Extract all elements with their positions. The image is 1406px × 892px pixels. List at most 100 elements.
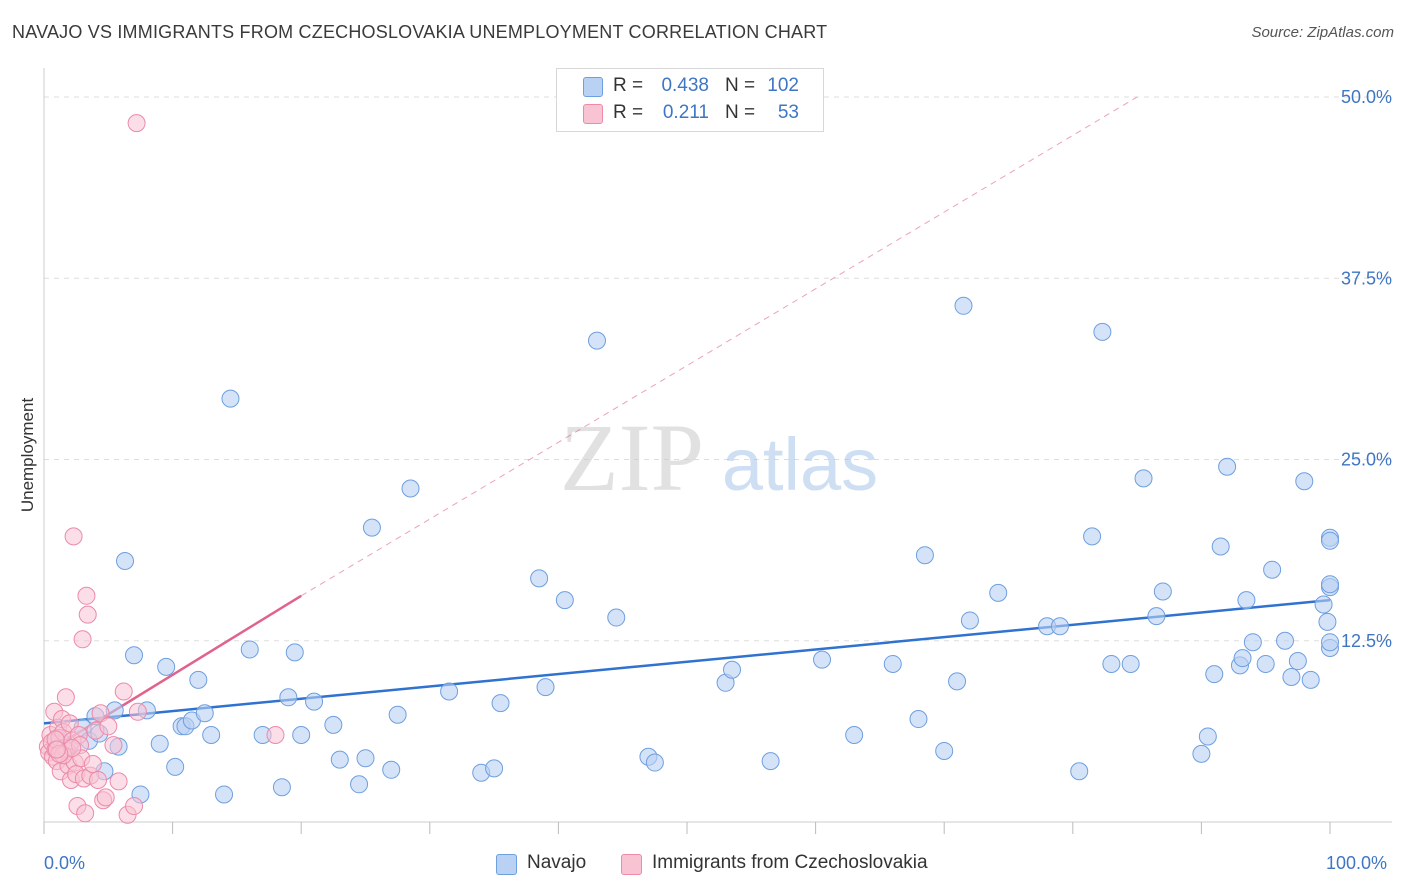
point-navajo	[909, 710, 928, 729]
point-navajo	[1233, 649, 1252, 668]
point-navajo	[440, 682, 459, 701]
legend-r-label: R =	[613, 75, 644, 96]
legend-label-czech: Immigrants from Czechoslovakia	[652, 852, 928, 873]
point-navajo	[356, 749, 375, 768]
point-navajo	[1192, 744, 1211, 763]
point-navajo	[845, 726, 864, 744]
point-navajo	[166, 757, 185, 776]
point-navajo	[1321, 633, 1339, 652]
point-navajo	[272, 778, 291, 797]
x-tick-min: 0.0%	[44, 853, 86, 873]
point-navajo	[116, 552, 135, 570]
point-navajo	[1121, 654, 1140, 673]
point-navajo	[195, 704, 214, 723]
point-czech	[128, 702, 147, 721]
point-czech	[73, 630, 92, 649]
point-czech	[109, 772, 128, 791]
point-navajo	[189, 670, 208, 689]
point-navajo	[382, 760, 401, 779]
point-czech	[77, 586, 96, 605]
legend-swatch-navajo	[496, 854, 517, 875]
legend-swatch-czech	[621, 854, 642, 875]
y-tick-label: 12.5%	[1341, 631, 1392, 651]
point-navajo	[292, 726, 311, 744]
chart-title: NAVAJO VS IMMIGRANTS FROM CZECHOSLOVAKIA…	[12, 22, 828, 42]
point-czech	[56, 688, 75, 707]
point-navajo	[388, 705, 407, 724]
point-czech	[47, 740, 66, 759]
point-czech	[104, 736, 123, 755]
point-navajo	[324, 715, 343, 734]
point-navajo	[948, 672, 967, 691]
point-navajo	[1288, 652, 1307, 671]
point-navajo	[150, 734, 169, 753]
point-navajo	[202, 726, 221, 744]
point-navajo	[279, 688, 298, 707]
y-tick-label: 50.0%	[1341, 87, 1392, 107]
point-navajo	[215, 785, 234, 804]
point-navajo	[954, 296, 973, 315]
point-navajo	[1211, 537, 1230, 556]
point-navajo	[485, 759, 504, 778]
point-navajo	[723, 660, 742, 679]
point-czech	[99, 717, 118, 736]
point-navajo	[350, 775, 369, 794]
point-navajo	[1093, 322, 1112, 341]
point-navajo	[1321, 575, 1339, 594]
axes	[43, 68, 1392, 834]
point-navajo	[1275, 631, 1294, 650]
point-navajo	[1321, 531, 1339, 550]
legend-swatch-czech	[583, 104, 603, 124]
legend-r-value: 0.211	[662, 102, 709, 123]
point-navajo	[960, 611, 979, 630]
point-navajo	[1282, 668, 1301, 686]
point-navajo	[989, 583, 1008, 602]
point-czech	[114, 682, 133, 701]
point-navajo	[555, 591, 574, 610]
point-navajo	[305, 692, 324, 711]
point-navajo	[1102, 654, 1121, 673]
point-navajo	[645, 753, 664, 772]
source-label: Source: ZipAtlas.com	[1251, 24, 1394, 41]
point-navajo	[1256, 654, 1275, 673]
point-czech	[127, 114, 146, 133]
point-navajo	[1301, 670, 1320, 689]
watermark: ZIP atlas	[560, 404, 878, 511]
point-navajo	[491, 694, 510, 713]
point-navajo	[1198, 727, 1217, 746]
legend-swatch-navajo	[583, 77, 603, 97]
point-navajo	[1050, 617, 1069, 636]
series-legend: Navajo Immigrants from Czechoslovakia	[0, 852, 1406, 876]
correlation-legend: R = 0.438 N = 102 R = 0.211 N = 53	[556, 68, 824, 132]
trend-line-navajo	[43, 598, 1331, 725]
watermark-atlas: atlas	[722, 423, 878, 506]
point-czech	[89, 770, 108, 789]
point-navajo	[607, 608, 626, 627]
point-navajo	[1083, 527, 1102, 546]
data-points	[38, 114, 1339, 824]
x-tick-max: 100.0%	[1326, 853, 1388, 873]
point-navajo	[221, 389, 240, 408]
point-navajo	[883, 654, 902, 673]
y-tick-label: 37.5%	[1341, 268, 1392, 288]
point-czech	[125, 797, 144, 816]
point-navajo	[1218, 457, 1237, 476]
point-navajo	[125, 646, 144, 665]
point-navajo	[330, 750, 349, 769]
point-navajo	[813, 650, 832, 669]
legend-n-value: 53	[777, 102, 799, 123]
point-czech	[83, 755, 102, 773]
point-navajo	[1153, 582, 1172, 601]
point-navajo	[1070, 762, 1089, 781]
point-navajo	[935, 741, 954, 760]
point-navajo	[1263, 560, 1282, 579]
legend-n-label: N =	[725, 102, 756, 123]
point-navajo	[1237, 591, 1256, 610]
point-navajo	[362, 518, 381, 537]
point-navajo	[536, 678, 555, 697]
legend-row-navajo: R = 0.438 N = 102	[557, 74, 823, 100]
legend-label-navajo: Navajo	[527, 852, 587, 873]
point-navajo	[1295, 472, 1314, 491]
legend-row-czech: R = 0.211 N = 53	[557, 101, 823, 127]
watermark-zip: ZIP	[560, 404, 704, 511]
